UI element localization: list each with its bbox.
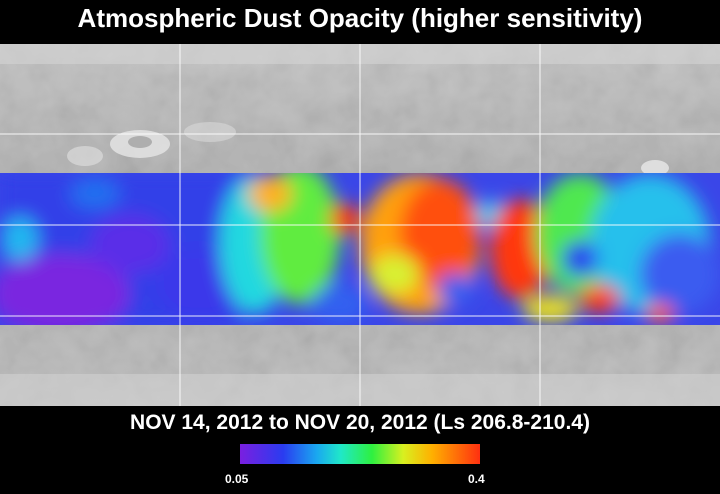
date-range-label: NOV 14, 2012 to NOV 20, 2012 (Ls 206.8-2… xyxy=(130,411,590,434)
map-title: Atmospheric Dust Opacity (higher sensiti… xyxy=(77,3,643,33)
mars-dust-map xyxy=(0,44,720,406)
color-scale-bar xyxy=(240,444,480,464)
color-scale-min-label: 0.05 xyxy=(225,472,249,486)
lat-lon-grid xyxy=(0,44,720,406)
color-scale-max-label: 0.4 xyxy=(468,472,485,486)
